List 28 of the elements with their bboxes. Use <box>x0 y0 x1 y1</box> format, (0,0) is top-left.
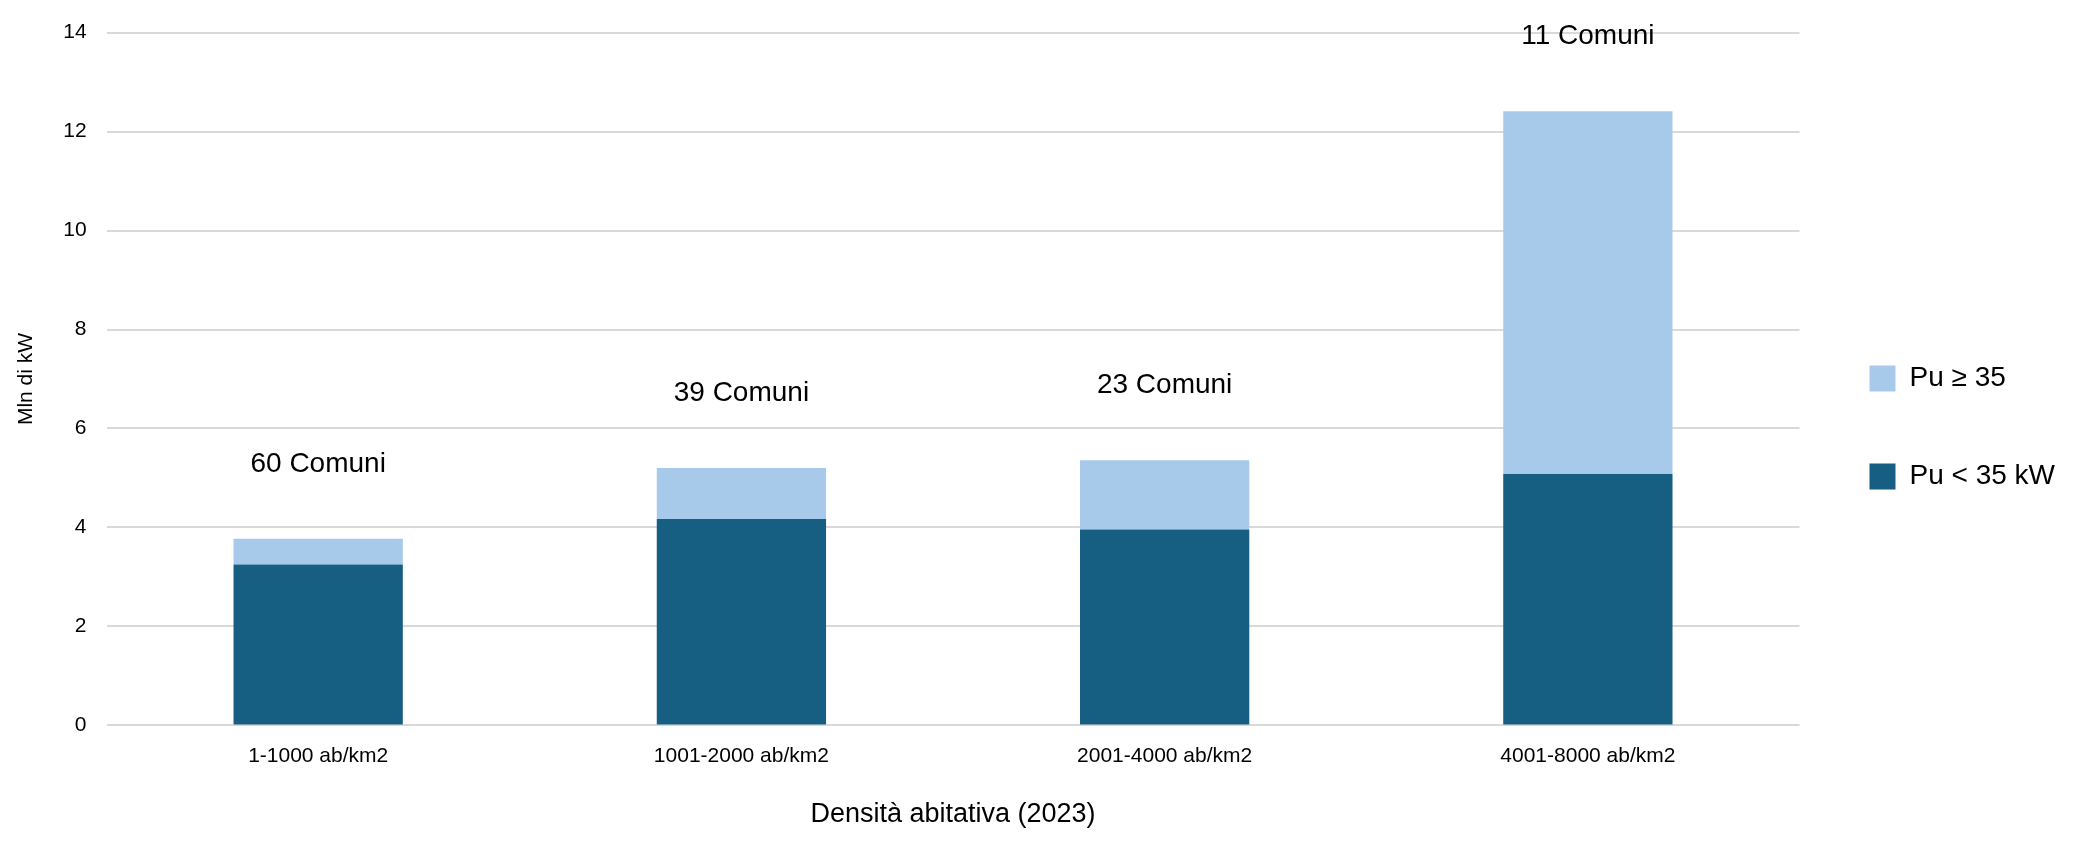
annotation: 23 Comuni <box>1096 367 1233 399</box>
y-tick-label: 0 <box>74 712 87 736</box>
bar <box>1503 111 1673 475</box>
legend-label: Pu < 35 kW <box>1909 459 2056 491</box>
y-tick-label: 14 <box>63 19 87 43</box>
bar <box>1503 474 1673 725</box>
y-tick-label: 8 <box>74 316 87 340</box>
x-axis-title: Densità abitativa (2023) <box>810 798 1096 829</box>
y-axis-title: Mln di kW <box>13 332 37 426</box>
x-tick-label: 4001-8000 ab/km2 <box>1500 742 1676 766</box>
legend-label: Pu ≥ 35 <box>1909 361 2006 393</box>
y-tick-label: 4 <box>74 514 87 538</box>
y-tick-label: 6 <box>74 415 87 439</box>
x-tick-label: 2001-4000 ab/km2 <box>1077 742 1253 766</box>
annotation: 39 Comuni <box>673 375 810 407</box>
y-tick-label: 2 <box>74 613 87 637</box>
bar <box>1079 529 1250 725</box>
x-tick-label: 1-1000 ab/km2 <box>248 742 389 766</box>
bar <box>656 468 827 520</box>
x-tick-label: 1001-2000 ab/km2 <box>653 742 829 766</box>
bar <box>656 519 827 725</box>
y-tick-label: 10 <box>63 217 87 241</box>
annotation: 11 Comuni <box>1521 19 1655 50</box>
annotation: 60 Comuni <box>250 446 386 478</box>
bar <box>233 538 403 565</box>
bar <box>1079 460 1250 530</box>
y-tick-label: 12 <box>63 118 87 142</box>
bar <box>233 564 403 725</box>
